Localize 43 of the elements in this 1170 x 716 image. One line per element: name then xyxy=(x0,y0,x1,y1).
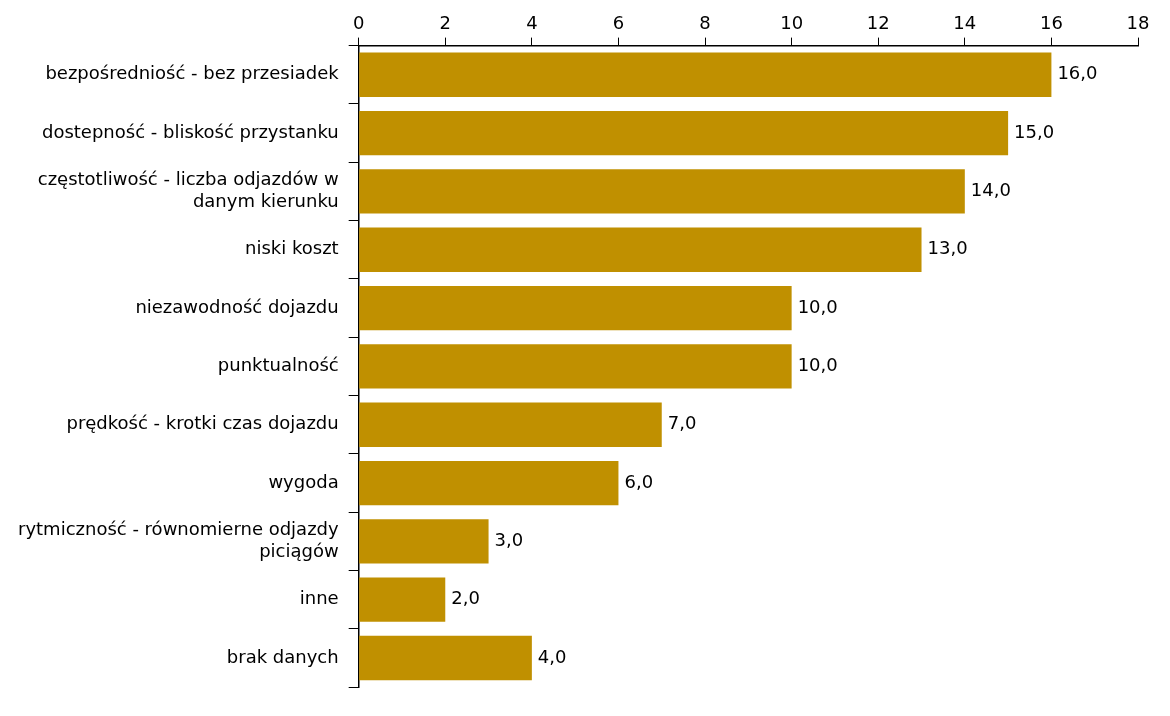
x-tick-label: 8 xyxy=(699,12,711,34)
y-tick-label: bezpośredniość - bez przesiadek xyxy=(45,62,340,84)
y-tick-label: brak danych xyxy=(226,645,339,667)
y-tick-label: prędkość - krotki czas dojazdu xyxy=(66,412,339,434)
data-label: 3,0 xyxy=(494,529,524,551)
bar xyxy=(359,635,532,681)
bar xyxy=(359,344,792,389)
x-tick-label: 2 xyxy=(439,12,451,34)
data-label: 15,0 xyxy=(1014,120,1055,142)
y-tick-label: niezawodność dojazdu xyxy=(135,295,339,317)
y-tick-label: niski koszt xyxy=(245,237,339,259)
bar xyxy=(359,577,446,622)
bar xyxy=(359,227,922,272)
bar xyxy=(359,169,965,214)
data-label: 13,0 xyxy=(927,237,968,259)
data-label: 7,0 xyxy=(667,412,697,434)
bar xyxy=(359,402,662,447)
data-label: 14,0 xyxy=(970,179,1011,201)
x-tick-label: 14 xyxy=(953,12,977,34)
x-tick-label: 0 xyxy=(352,12,365,34)
bar xyxy=(359,52,1052,97)
y-tick-label: rytmiczność - równomierne odjazdy piciągów xyxy=(17,518,340,561)
y-tick-label: dostepność - bliskość przystanku xyxy=(41,120,339,142)
y-tick-label: częstotliwość - liczba odjazdów w danym kierunku xyxy=(37,168,339,211)
x-tick-label: 6 xyxy=(612,12,625,34)
y-tick-label: wygoda xyxy=(268,470,339,492)
y-tick-label: punktualność xyxy=(217,354,339,376)
x-tick-label: 16 xyxy=(1039,12,1063,34)
x-tick-label: 12 xyxy=(866,12,890,34)
bar xyxy=(359,519,489,564)
x-tick-label: 4 xyxy=(526,12,538,34)
bar xyxy=(359,110,1009,156)
bar xyxy=(359,285,792,331)
y-tick-label: inne xyxy=(299,587,339,609)
data-label: 2,0 xyxy=(451,587,480,609)
data-label: 4,0 xyxy=(537,645,567,667)
x-tick-label: 10 xyxy=(780,12,804,34)
data-label: 10,0 xyxy=(797,295,838,317)
bar xyxy=(359,460,619,506)
x-tick-label: 18 xyxy=(1126,12,1150,34)
data-label: 16,0 xyxy=(1057,62,1098,84)
data-label: 10,0 xyxy=(797,354,838,376)
data-label: 6,0 xyxy=(624,470,654,492)
